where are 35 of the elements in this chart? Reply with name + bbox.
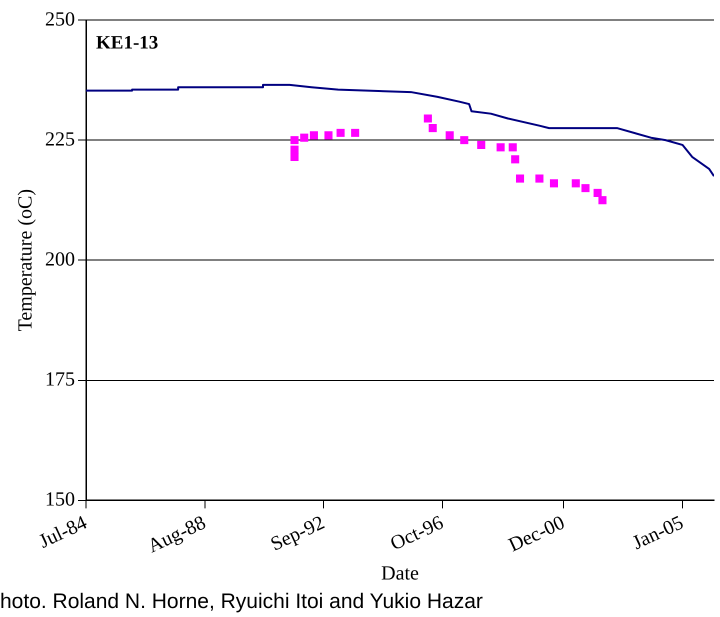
point: [516, 174, 524, 183]
point: [300, 134, 308, 142]
point: [581, 184, 590, 192]
point: [594, 188, 602, 197]
y-tick-label: 200: [45, 248, 75, 270]
point: [428, 124, 437, 132]
point: [351, 128, 360, 137]
point: [477, 140, 486, 149]
point: [336, 128, 345, 137]
y-tick-label: 150: [45, 488, 75, 511]
x-tick-label: Oct-96: [387, 512, 447, 556]
point: [290, 136, 299, 144]
point: [446, 131, 454, 140]
point: [598, 196, 606, 204]
y-tick-label: 250: [45, 8, 75, 30]
x-tick-label: Jan-05: [629, 512, 687, 554]
point: [550, 179, 558, 188]
x-tick-label: Jul-84: [36, 512, 90, 553]
point: [496, 143, 505, 152]
point: [572, 179, 580, 188]
point: [424, 114, 432, 123]
point: [324, 131, 333, 140]
point: [290, 146, 299, 154]
text: hoto. Roland N. Horne, Ryuichi Itoi and Yukio Hazar: [0, 590, 484, 614]
x-axis-title: Date: [381, 562, 419, 584]
point: [535, 174, 544, 183]
point: [310, 131, 318, 140]
x-tick-label: Sep-92: [267, 512, 328, 556]
text: KE1-13: [96, 32, 158, 54]
y-tick-label: 175: [45, 368, 75, 391]
point: [460, 136, 468, 144]
point: [508, 143, 517, 152]
y-tick-label: 225: [45, 128, 75, 150]
point: [511, 155, 520, 164]
y-axis-title: Temperature (oC): [14, 189, 36, 332]
